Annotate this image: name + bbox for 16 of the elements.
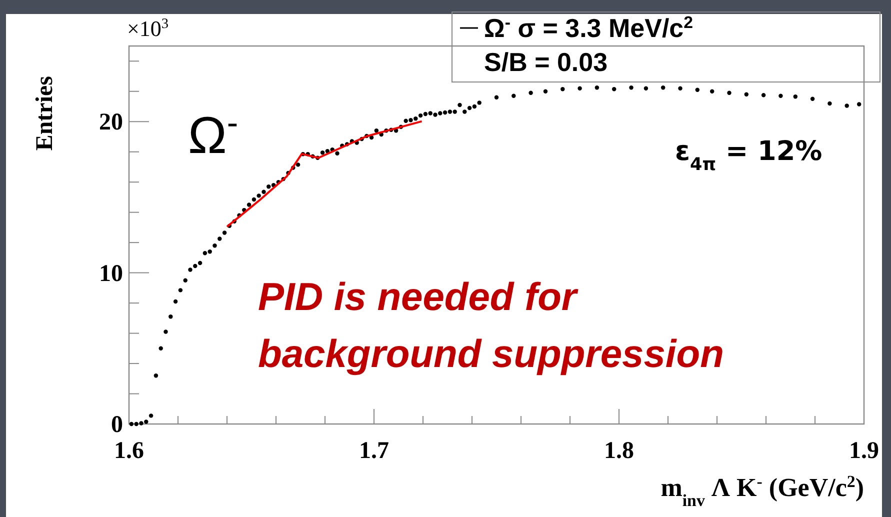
x-axis-title: m$_{inv}$ Λ K$^{-}$ (GeV/c$^{2}$) (660, 472, 864, 510)
y-tick-label: 10 (99, 260, 123, 287)
y-tick-label: 20 (99, 110, 123, 136)
annotation: Ω$^{-}$ (188, 104, 238, 165)
x-tick-label: 1.7 (359, 438, 389, 464)
y-axis-title: Entries (32, 76, 58, 151)
annotation: PID is needed for background suppression (258, 276, 724, 376)
x-tick-label: 1.9 (849, 438, 879, 464)
x-tick-label: 1.6 (114, 438, 144, 464)
x-tick-label: 1.8 (604, 438, 634, 464)
legend-label: Ω$^{-}$ σ = 3.3 MeV/c$^{2}$ (484, 12, 694, 43)
text: ×10$^{3}$ (127, 16, 169, 41)
y-tick-label: 0 (111, 412, 123, 438)
line-series (226, 120, 423, 228)
annotation: ε$_{4π}$ = 12% (675, 136, 822, 175)
annotation: S/B = 0.03 (484, 47, 608, 77)
